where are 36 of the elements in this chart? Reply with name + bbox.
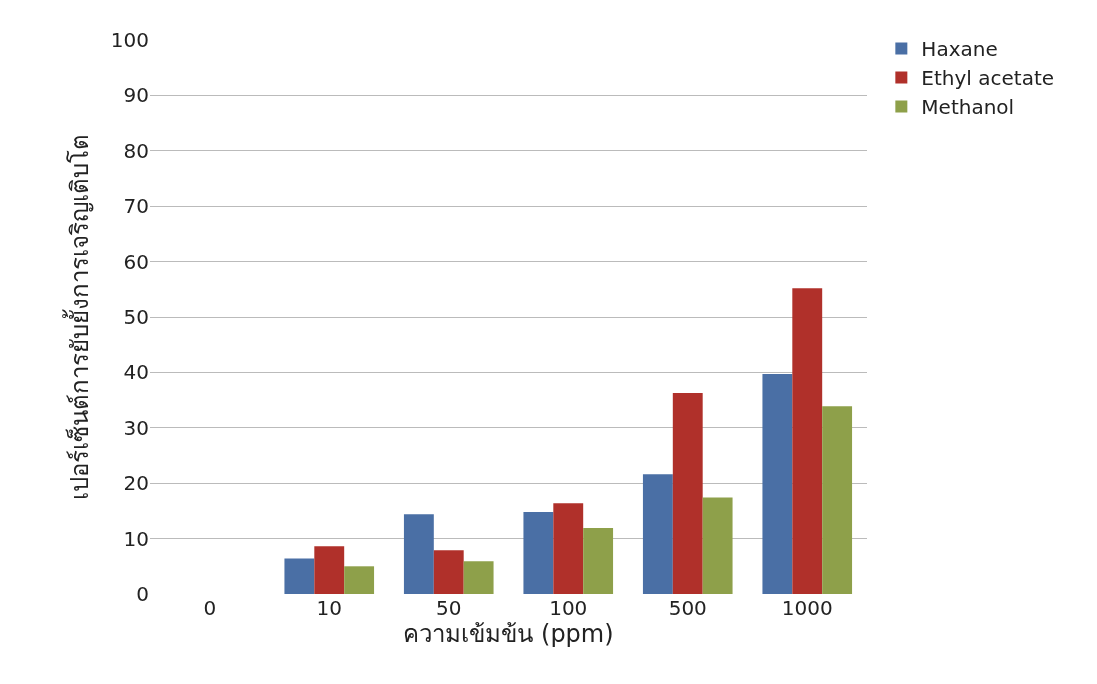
bar (583, 528, 614, 594)
x-tick-label: 0 (203, 596, 217, 620)
bar (642, 474, 673, 594)
x-tick-label: 500 (668, 596, 707, 620)
bar (553, 503, 584, 594)
y-tick-label: 100 (110, 28, 149, 52)
bar (314, 546, 345, 594)
x-tick-label: 1000 (781, 596, 833, 620)
y-tick-label: 10 (123, 526, 149, 551)
legend-label: Haxane (921, 37, 998, 62)
y-tick-label: 30 (123, 415, 149, 440)
bar (433, 550, 464, 594)
bar (822, 406, 853, 594)
bar (403, 514, 434, 594)
y-tick-label: 90 (123, 83, 149, 108)
y-tick-label: 80 (123, 138, 149, 163)
y-tick-label: 40 (123, 360, 149, 385)
legend-label: Methanol (921, 95, 1015, 120)
bar (463, 561, 494, 594)
bar (702, 497, 733, 594)
legend-label: Ethyl acetate (921, 66, 1055, 91)
y-axis-title: เปอร์เซ็นต์การยับยั้งการเจริญเติบโต (61, 134, 94, 500)
bar (762, 374, 793, 594)
bar (284, 558, 315, 594)
bar (672, 392, 703, 594)
bar (523, 512, 554, 594)
y-tick-label: 60 (123, 249, 149, 274)
bar (344, 566, 375, 594)
x-tick-label: 10 (316, 596, 342, 620)
y-tick-label: 70 (123, 194, 149, 219)
bar (792, 288, 823, 594)
y-tick-label: 20 (123, 471, 149, 496)
x-tick-label: 100 (549, 596, 588, 620)
x-tick-label: 50 (436, 596, 462, 620)
x-axis-title: ความเข้มข้น (ppm) (403, 620, 614, 648)
y-tick-label: 50 (123, 305, 149, 329)
